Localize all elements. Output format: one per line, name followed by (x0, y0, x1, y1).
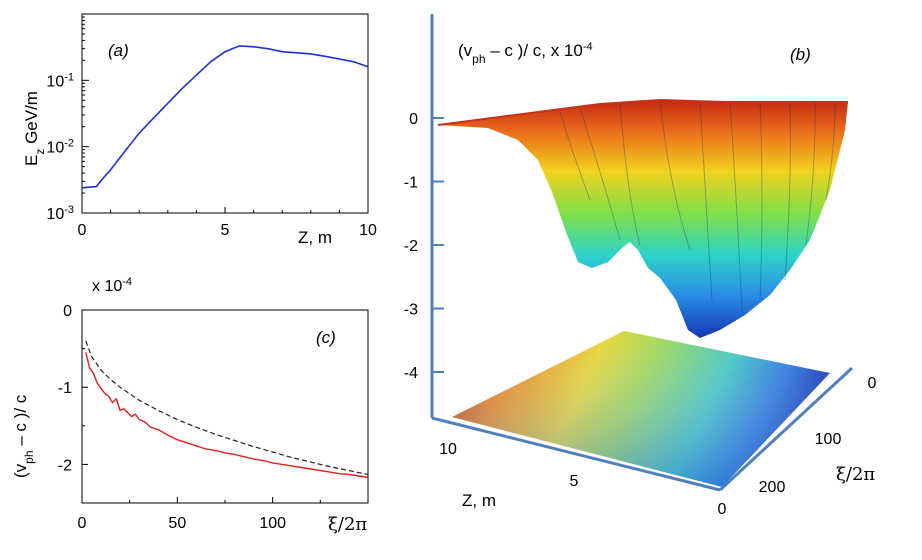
panel-b-surface (438, 100, 848, 338)
panel-b-z-label: Z, m (462, 491, 496, 510)
panel-b-streak (825, 103, 836, 201)
panel-b-vtick-label: -2 (404, 238, 418, 255)
panel-a-ytick-label: 10-2 (46, 138, 74, 157)
panel-a-label: (a) (108, 41, 129, 60)
panel-b-vtick-label: -1 (404, 175, 418, 192)
panel-c: 0 50 100 0 -1 -2 (c) x 10-4 (vph – c )/ c ξ/2… (11, 276, 369, 535)
panel-b-streak (619, 103, 641, 246)
panel-c-xtick-label: 100 (259, 515, 286, 532)
panel-c-ytick-label: -1 (58, 380, 72, 397)
panel-b-label: (b) (790, 45, 811, 64)
panel-b-xi-label: ξ/2π (836, 464, 875, 485)
panel-b-surface-edge (437, 98, 848, 126)
panel-b-vtick-label: -3 (404, 302, 418, 319)
panel-b-streak (805, 101, 816, 246)
panel-c-ylabel: (vph – c )/ c (11, 394, 36, 478)
panel-a-ytick-label: 10-1 (46, 71, 74, 90)
panel-b-zaxis-tick-label: 10 (439, 441, 457, 458)
panel-b-streak (759, 101, 763, 301)
panel-c-xtick-label: 50 (168, 515, 186, 532)
panel-c-xtick-label: 0 (78, 515, 87, 532)
panel-a-xtick-label: 5 (221, 222, 230, 239)
panel-b-streak (559, 111, 591, 201)
panel-c-multiplier: x 10-4 (92, 276, 132, 295)
panel-b-streak (699, 101, 713, 301)
panel-b-streak (729, 101, 743, 311)
panel-b-floor-shade (452, 331, 830, 487)
panel-a-ytick-label: 10-3 (46, 204, 74, 223)
panel-a-ylabel: Ez GeV/m (22, 91, 47, 166)
panel-c-theory-line (85, 340, 369, 475)
panel-b-ticks: 0 -1 -2 -3 -4 10 5 0 0 100 200 (404, 111, 877, 518)
panel-c-ytick-label: 0 (63, 303, 72, 320)
panel-a-ez-line (81, 45, 369, 189)
panel-c-ytick-label: -2 (58, 457, 72, 474)
panel-b-streak (579, 107, 621, 241)
panel-b-surface-texture (559, 101, 836, 311)
panel-b-title: (vph – c )/ c, x 10-4 (458, 41, 593, 66)
panel-b-xiaxis-tick-label: 200 (759, 479, 786, 496)
panel-a-xtick-label: 0 (78, 222, 87, 239)
panel-a: 0 5 10 10-3 10-2 10-1 (a) Ez GeV/m Z, m (22, 13, 377, 247)
panel-c-xlabel: ξ/2π (328, 514, 367, 535)
panel-b-streak (659, 101, 691, 251)
panel-c-simulation-line (85, 352, 369, 479)
panel-b: 0 -1 -2 -3 -4 10 5 0 0 100 200 (vph – c )/ c, x 10… (404, 14, 877, 518)
panel-b-vtick-label: -4 (404, 365, 418, 382)
panel-b-zaxis-tick-label: 5 (570, 473, 579, 490)
panel-b-xi-axis (718, 366, 854, 492)
panel-c-ticks: 0 50 100 0 -1 -2 (58, 303, 321, 532)
panel-c-label: (c) (316, 328, 336, 347)
panel-b-xiaxis-tick-label: 0 (868, 375, 877, 392)
panel-b-vtick-label: 0 (409, 111, 418, 128)
panel-b-zaxis-tick-label: 0 (718, 501, 727, 518)
panel-a-xlabel: Z, m (298, 228, 332, 247)
panel-b-z-axis (431, 416, 721, 492)
panel-a-ticks: 0 5 10 10-3 10-2 10-1 (46, 16, 377, 239)
panel-a-xtick-label: 10 (359, 222, 377, 239)
panel-b-streak (784, 101, 791, 281)
panel-b-xiaxis-tick-label: 100 (815, 431, 842, 448)
